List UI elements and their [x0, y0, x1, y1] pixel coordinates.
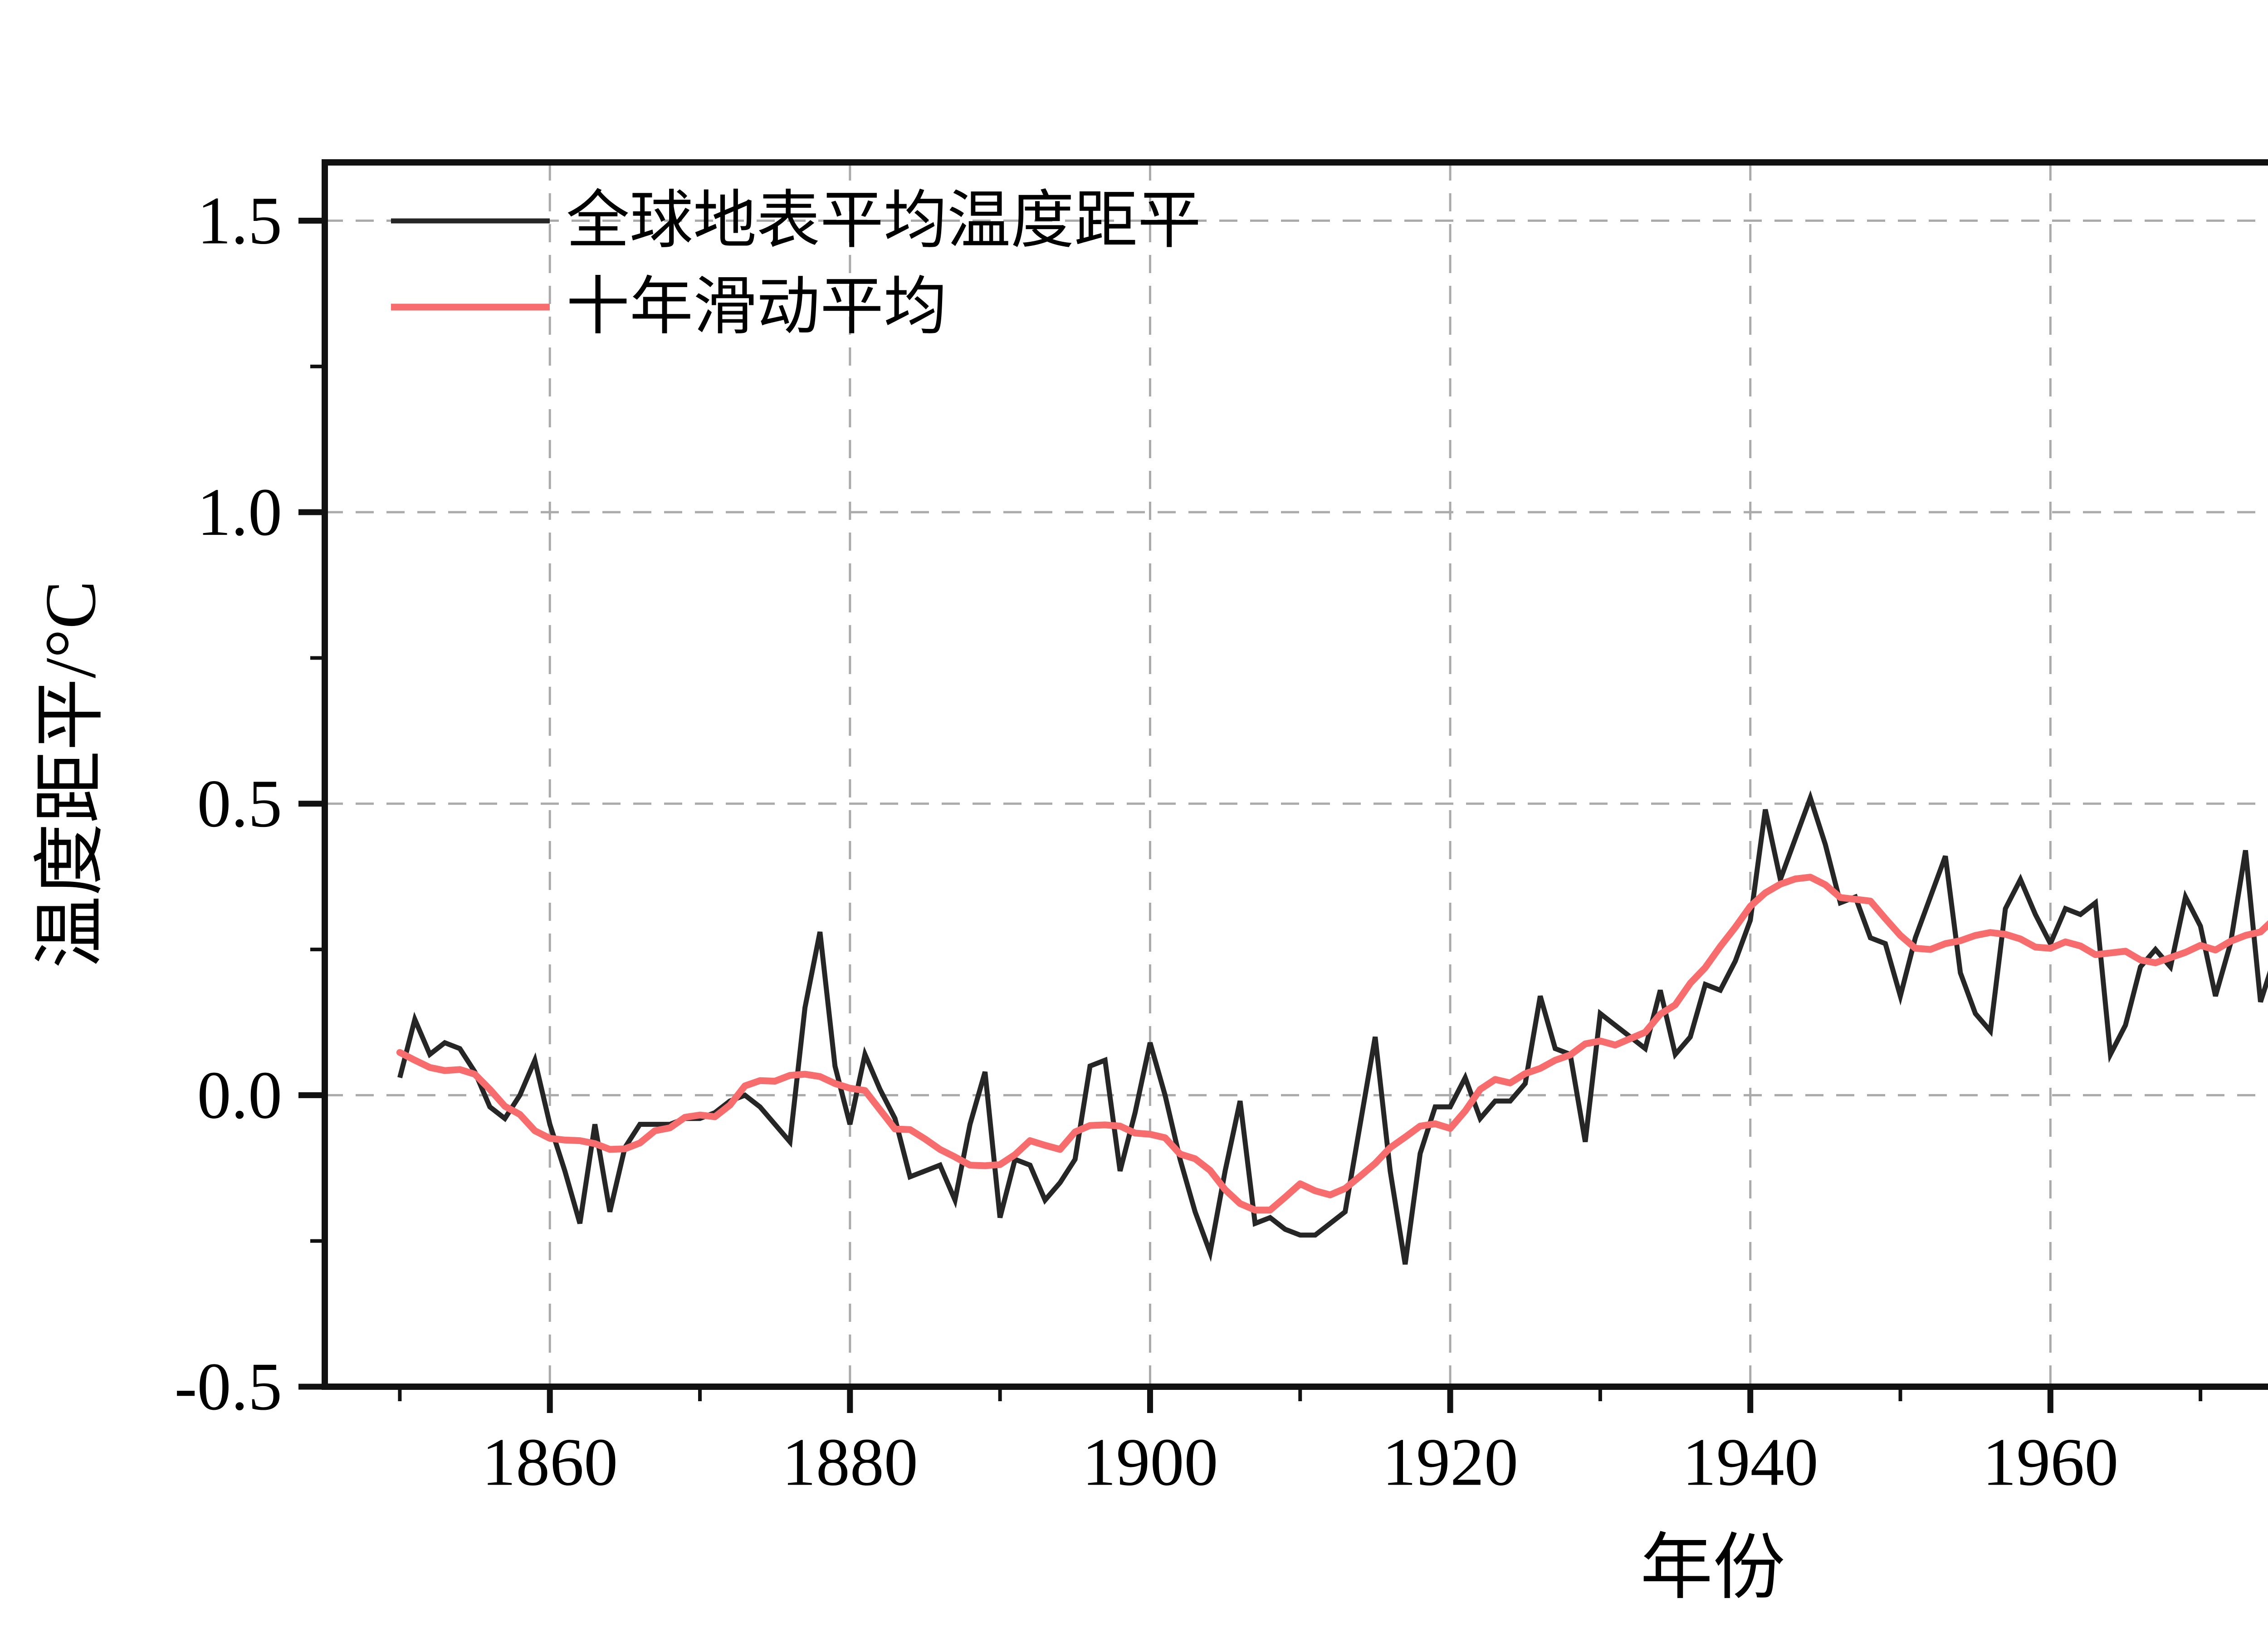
x-tick-label-1900: 1900: [1082, 1424, 1218, 1500]
grid-lines: [325, 162, 2268, 1387]
y-tick-label-1.5: 1.5: [197, 183, 283, 259]
legend-ma-label: 十年滑动平均: [566, 272, 947, 342]
tick-labels: 186018801900192019401960198020002020-0.5…: [175, 183, 2119, 1500]
y-tick-label-0.5: 0.5: [197, 766, 283, 841]
plot-border: [322, 159, 2268, 1390]
x-tick-label-1860: 1860: [482, 1424, 618, 1500]
legend: 全球地表平均温度距平 十年滑动平均: [391, 186, 1201, 342]
x-tick-label-1940: 1940: [1682, 1424, 1818, 1500]
axis-ticks: [298, 218, 2203, 1413]
moving-average-line: [396, 874, 2268, 1214]
x-tick-label-1960: 1960: [1982, 1424, 2118, 1500]
x-axis-title: 年份: [1640, 1527, 1785, 1608]
y-tick-label-1: 1.0: [197, 474, 283, 550]
y-axis-title: 温度距平/°C: [30, 581, 111, 968]
y-tick-label--0.5: -0.5: [175, 1349, 282, 1424]
y-tick-label-0: 0.0: [197, 1057, 283, 1133]
annual-anomaly-line: [397, 790, 2268, 1265]
x-tick-label-1880: 1880: [782, 1424, 918, 1500]
legend-annual-label: 全球地表平均温度距平: [566, 186, 1201, 256]
x-tick-label-1920: 1920: [1382, 1424, 1518, 1500]
